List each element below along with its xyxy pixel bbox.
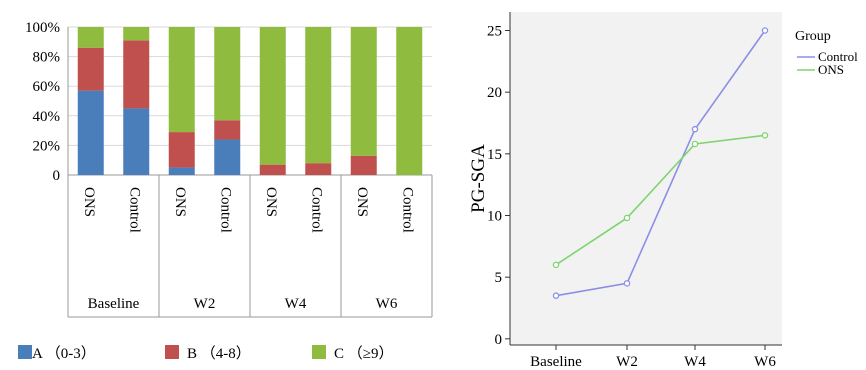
bar-segment [123,40,150,109]
bar-segment [123,108,150,175]
series-line-ons [555,134,766,266]
bar-segment [305,163,332,175]
legend-swatch [165,345,179,359]
legend-label: C （≥9） [334,345,394,362]
bar-segment [214,27,241,121]
bar-category-label: ONS [81,187,97,217]
legend-label: B （4-8） [187,345,251,362]
y-tick-label: 40% [33,109,61,125]
x-tick-label: W4 [684,354,706,370]
data-point [623,214,631,222]
data-point [552,261,560,269]
bar-segment [396,27,423,175]
x-tick-label: Baseline [530,354,582,370]
y-tick-label: 100% [25,20,60,36]
data-point [761,132,769,139]
data-point [691,140,699,148]
data-point [691,125,699,133]
bar-segment [350,27,377,156]
bar-segment [123,27,150,41]
y-tick-label: 25 [487,24,502,40]
bar-segment [77,47,104,91]
bar-category-label: Control [399,187,415,233]
group-label: Baseline [88,296,140,312]
data-point [623,280,631,287]
legend-swatch [312,345,326,359]
y-tick-label: 5 [495,270,503,286]
bar-segment [259,164,286,175]
legend-label: ONS [818,62,844,77]
group-label: W2 [194,296,216,312]
group-label: W4 [285,296,307,312]
bar-category-label: ONS [263,187,279,217]
stacked-bar-chart: 0 20% 40% 60% 80% 100% Baseline ONS Control W2 ONS… [18,20,433,362]
group-label: W6 [376,296,398,312]
bar-segment [77,27,104,48]
plot-background [510,12,782,345]
legend-label: Control [818,49,858,64]
bar-category-label: Control [308,187,324,233]
bar-segment [259,27,286,165]
bar-segment [168,132,195,168]
bar-segment [350,155,377,175]
bar-segment [214,139,241,175]
y-tick-label: 20 [487,85,502,101]
y-tick-label: 80% [33,50,61,66]
y-tick-label: 15 [487,147,502,163]
bar-segment [168,167,195,175]
y-tick-label: 0 [53,168,61,184]
bar-segment [305,27,332,164]
bar-segment [168,27,195,133]
bar-segment [77,90,104,175]
bar-category-label: ONS [354,187,370,217]
y-axis-label: PG-SGA [468,144,489,213]
y-tick-label: 60% [33,79,61,95]
legend-swatch [18,345,32,359]
bar-segment [214,120,241,140]
line-chart: 0 5 10 15 20 25 Baseline W2 W4 W6 PG-SGA Group Contr… [468,12,858,370]
legend-label: A （0-3） [32,345,96,362]
y-tick-label: 0 [495,332,503,348]
y-tick-label: 20% [33,138,61,154]
y-tick-label: 10 [487,209,502,225]
legend-title: Group [795,29,831,44]
x-tick-label: W2 [616,354,638,370]
data-point [552,292,560,299]
series-line-control [555,30,766,297]
data-point [761,27,769,34]
bar-category-label: Control [126,187,142,233]
x-tick-label: W6 [754,354,776,370]
bar-category-label: ONS [172,187,188,217]
bar-category-label: Control [217,187,233,233]
